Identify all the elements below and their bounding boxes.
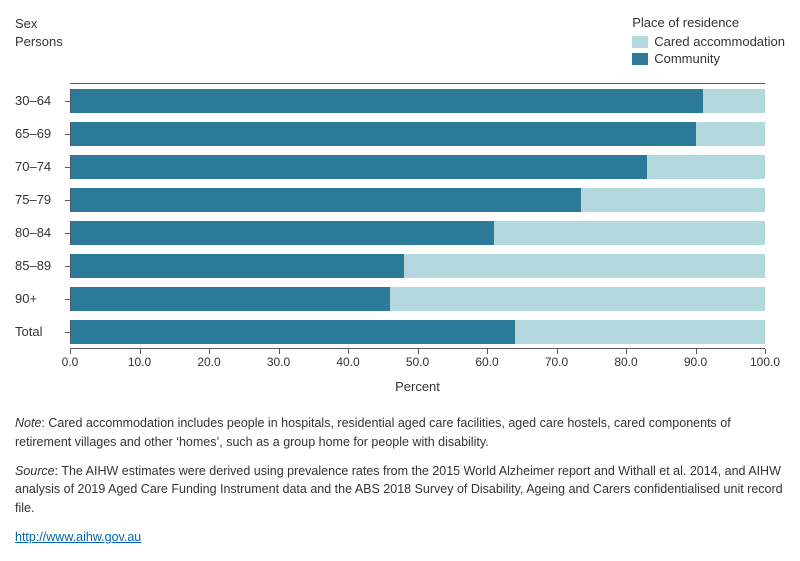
chart-plot-area: 30–6465–6970–7475–7980–8485–8990+Total bbox=[70, 83, 765, 349]
sex-label: Sex bbox=[15, 15, 63, 33]
bar-container bbox=[70, 221, 765, 245]
x-tick-label: 50.0 bbox=[406, 355, 429, 369]
bar-container bbox=[70, 188, 765, 212]
category-label: 70–74 bbox=[15, 159, 65, 174]
bar-segment-cared bbox=[647, 155, 765, 179]
bar-segment-community bbox=[71, 155, 647, 179]
bar-segment-community bbox=[71, 221, 494, 245]
x-tick bbox=[696, 349, 697, 354]
note-prefix: Note bbox=[15, 416, 41, 430]
bar-container bbox=[70, 320, 765, 344]
x-tick bbox=[487, 349, 488, 354]
source-footnote: Source: The AIHW estimates were derived … bbox=[15, 462, 785, 518]
x-tick bbox=[279, 349, 280, 354]
x-tick-label: 40.0 bbox=[336, 355, 359, 369]
bar-container bbox=[70, 155, 765, 179]
x-tick-label: 30.0 bbox=[267, 355, 290, 369]
y-tick bbox=[65, 299, 70, 300]
bar-row: 80–84 bbox=[70, 216, 765, 249]
category-label: 65–69 bbox=[15, 126, 65, 141]
bar-segment-community bbox=[71, 320, 515, 344]
x-axis-title: Percent bbox=[70, 379, 765, 394]
bar-segment-community bbox=[71, 89, 703, 113]
x-axis: 0.010.020.030.040.050.060.070.080.090.01… bbox=[70, 349, 765, 374]
category-label: 80–84 bbox=[15, 225, 65, 240]
bar-segment-community bbox=[71, 188, 581, 212]
bar-segment-cared bbox=[696, 122, 765, 146]
bar-segment-cared bbox=[515, 320, 765, 344]
bar-row: 75–79 bbox=[70, 183, 765, 216]
bar-row: 85–89 bbox=[70, 249, 765, 282]
x-tick bbox=[70, 349, 71, 354]
x-tick-label: 10.0 bbox=[128, 355, 151, 369]
sex-filter-label: Sex Persons bbox=[15, 15, 63, 68]
category-label: 85–89 bbox=[15, 258, 65, 273]
bar-segment-cared bbox=[703, 89, 765, 113]
y-tick bbox=[65, 167, 70, 168]
chart-header: Sex Persons Place of residence Cared acc… bbox=[15, 15, 785, 68]
source-text: : The AIHW estimates were derived using … bbox=[15, 464, 783, 516]
x-tick-label: 60.0 bbox=[475, 355, 498, 369]
bar-segment-community bbox=[71, 254, 404, 278]
category-label: 75–79 bbox=[15, 192, 65, 207]
legend-item: Community bbox=[632, 51, 785, 66]
legend-label: Cared accommodation bbox=[654, 34, 785, 49]
bar-container bbox=[70, 254, 765, 278]
bar-segment-cared bbox=[581, 188, 765, 212]
y-tick bbox=[65, 266, 70, 267]
legend-swatch bbox=[632, 36, 648, 48]
note-text: : Cared accommodation includes people in… bbox=[15, 416, 731, 449]
bar-row: 30–64 bbox=[70, 84, 765, 117]
legend-swatch bbox=[632, 53, 648, 65]
x-tick bbox=[765, 349, 766, 354]
legend: Place of residence Cared accommodation Co… bbox=[632, 15, 785, 68]
x-tick bbox=[418, 349, 419, 354]
bar-row: 65–69 bbox=[70, 117, 765, 150]
x-tick-label: 90.0 bbox=[684, 355, 707, 369]
bar-container bbox=[70, 122, 765, 146]
bar-row: Total bbox=[70, 315, 765, 348]
bar-segment-cared bbox=[494, 221, 765, 245]
bar-container bbox=[70, 89, 765, 113]
y-tick bbox=[65, 101, 70, 102]
bar-segment-community bbox=[71, 122, 696, 146]
bar-segment-cared bbox=[390, 287, 765, 311]
source-prefix: Source bbox=[15, 464, 55, 478]
x-tick bbox=[557, 349, 558, 354]
y-tick bbox=[65, 134, 70, 135]
sex-value: Persons bbox=[15, 33, 63, 51]
bar-row: 70–74 bbox=[70, 150, 765, 183]
y-tick bbox=[65, 332, 70, 333]
y-tick bbox=[65, 200, 70, 201]
x-tick-label: 70.0 bbox=[545, 355, 568, 369]
legend-label: Community bbox=[654, 51, 720, 66]
bar-container bbox=[70, 287, 765, 311]
x-tick-label: 20.0 bbox=[197, 355, 220, 369]
x-tick bbox=[140, 349, 141, 354]
bar-segment-cared bbox=[404, 254, 765, 278]
bar-row: 90+ bbox=[70, 282, 765, 315]
category-label: 30–64 bbox=[15, 93, 65, 108]
bar-segment-community bbox=[71, 287, 390, 311]
x-tick-label: 80.0 bbox=[614, 355, 637, 369]
legend-item: Cared accommodation bbox=[632, 34, 785, 49]
x-tick bbox=[209, 349, 210, 354]
x-tick bbox=[348, 349, 349, 354]
x-tick-label: 100.0 bbox=[750, 355, 780, 369]
x-tick-label: 0.0 bbox=[62, 355, 79, 369]
category-label: Total bbox=[15, 324, 65, 339]
legend-title: Place of residence bbox=[632, 15, 785, 30]
y-tick bbox=[65, 233, 70, 234]
source-link[interactable]: http://www.aihw.gov.au bbox=[15, 530, 141, 544]
note-footnote: Note: Cared accommodation includes peopl… bbox=[15, 414, 785, 452]
category-label: 90+ bbox=[15, 291, 65, 306]
x-tick bbox=[626, 349, 627, 354]
